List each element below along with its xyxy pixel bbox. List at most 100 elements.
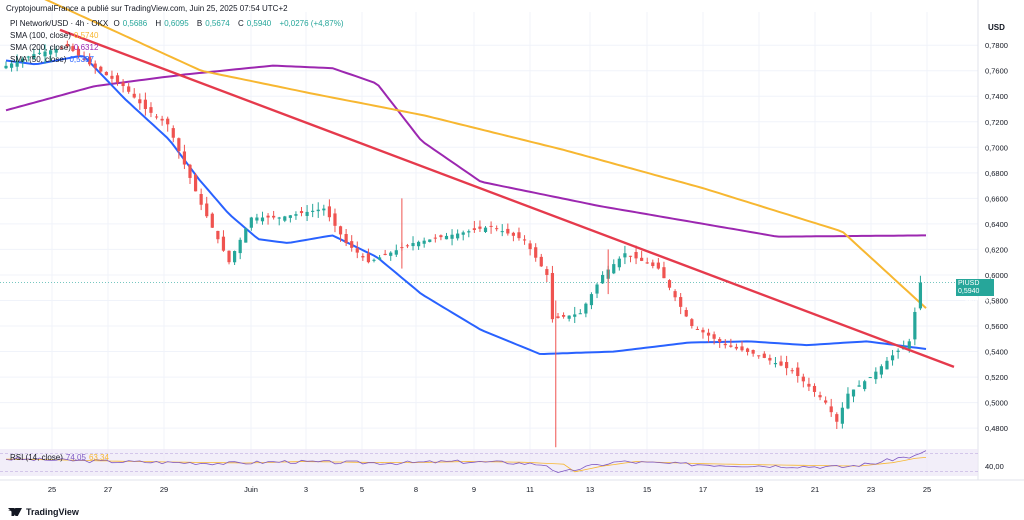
candle-body xyxy=(701,329,705,333)
candle-body xyxy=(32,54,36,59)
candle-body xyxy=(824,400,828,403)
x-tick-label: 23 xyxy=(867,485,875,494)
candle-body xyxy=(260,217,265,222)
candle-body xyxy=(294,214,298,216)
candle-body xyxy=(539,256,543,267)
candle-body xyxy=(338,226,343,235)
x-tick-label: 9 xyxy=(472,485,476,494)
candle-body xyxy=(645,262,649,264)
y-tick-label: 0,5000 xyxy=(985,399,1008,408)
y-tick-label: 0,6800 xyxy=(985,169,1008,178)
candle-body xyxy=(506,228,510,234)
x-tick-label: 21 xyxy=(811,485,819,494)
x-tick-label: 19 xyxy=(755,485,763,494)
ohlc-high: H 0,6095 xyxy=(155,19,189,28)
candle-body xyxy=(227,250,231,263)
candle-body xyxy=(601,274,605,284)
symbol-line: PI Network/USD · 4h · OKX xyxy=(10,19,109,28)
time-axis[interactable]: 25 27 29 Juin 3 5 8 9 11 13 15 17 19 21 23 25 xyxy=(48,485,931,494)
sma200-legend[interactable]: SMA (200, close) 0,6312 xyxy=(10,43,99,52)
candle-body xyxy=(277,217,281,219)
sma50-line xyxy=(5,55,927,356)
currency-label: USD xyxy=(988,23,1005,32)
candle-body xyxy=(461,232,465,235)
candle-body xyxy=(734,346,739,349)
candle-body xyxy=(522,239,527,241)
price-axis[interactable]: USD 0,7800 0,7600 0,7400 0,7200 0,7000 0,6800… xyxy=(985,23,1008,433)
tradingview-logo[interactable]: TradingView xyxy=(8,507,79,517)
candle-body xyxy=(840,407,844,424)
candle-body xyxy=(132,93,136,98)
candle-body xyxy=(238,239,242,254)
candle-body xyxy=(138,99,142,104)
candle-body xyxy=(288,215,292,218)
candle-body xyxy=(333,213,337,226)
candle-body xyxy=(166,118,170,125)
sma100-legend[interactable]: SMA (100, close) 0,5740 xyxy=(10,31,99,40)
x-tick-label: 27 xyxy=(104,485,112,494)
y-tick-label: 0,7200 xyxy=(985,118,1008,127)
last-price-badge: PIUSD 0,5940 02:05:22 xyxy=(956,279,994,303)
candle-body xyxy=(913,311,917,340)
candle-body xyxy=(863,381,867,390)
candle-body xyxy=(718,339,722,342)
candle-body xyxy=(316,209,320,212)
x-tick-label: 17 xyxy=(699,485,707,494)
candle-body xyxy=(82,58,86,60)
candle-body xyxy=(656,262,660,269)
candle-body xyxy=(483,227,488,232)
sma50-legend[interactable]: SMA (50, close) 0,5337 xyxy=(10,55,94,64)
candle-body xyxy=(54,49,58,53)
candle-body xyxy=(612,264,616,274)
candle-body xyxy=(857,385,861,387)
candle-body xyxy=(60,47,64,49)
candle-body xyxy=(467,231,471,233)
y-tick-label: 0,6200 xyxy=(985,245,1008,254)
y-tick-label: 0,5600 xyxy=(985,322,1008,331)
tradingview-logo-icon xyxy=(8,508,22,516)
candle-body xyxy=(623,253,627,258)
candle-body xyxy=(37,52,42,54)
candle-body xyxy=(182,151,187,165)
candle-body xyxy=(411,243,415,247)
rsi-panel: 40,00 xyxy=(0,450,1004,473)
candle-body xyxy=(49,50,53,55)
candle-body xyxy=(322,208,326,211)
candle-body xyxy=(121,82,125,87)
candle-body xyxy=(433,237,437,239)
y-tick-label: 0,7600 xyxy=(985,67,1008,76)
candle-body xyxy=(673,291,677,298)
trendline-segment xyxy=(59,28,955,368)
trendline[interactable] xyxy=(59,28,955,368)
candle-body xyxy=(723,343,727,346)
x-tick-label: 15 xyxy=(643,485,651,494)
candle-body xyxy=(43,51,47,57)
x-tick-label: 5 xyxy=(360,485,364,494)
candle-body xyxy=(829,406,833,413)
candle-body xyxy=(517,232,521,239)
candle-body xyxy=(851,389,856,397)
candle-body xyxy=(244,228,248,243)
candle-body xyxy=(177,138,181,152)
candle-body xyxy=(768,357,772,361)
rsi-legend[interactable]: RSI (14, close) 74,05 63,34 xyxy=(10,453,109,462)
candle-body xyxy=(550,273,555,320)
candle-body xyxy=(495,228,499,230)
candle-body xyxy=(143,99,147,110)
candle-body xyxy=(311,210,315,212)
candle-body xyxy=(4,65,8,69)
y-tick-label: 0,6600 xyxy=(985,194,1008,203)
candle-body xyxy=(651,262,655,267)
candle-body xyxy=(578,313,582,315)
candle-body xyxy=(193,174,198,192)
candle-body xyxy=(99,66,103,72)
candle-body xyxy=(818,395,822,398)
candle-body xyxy=(149,107,153,113)
candle-body xyxy=(450,234,454,239)
candle-body xyxy=(26,56,30,58)
candle-body xyxy=(439,235,443,238)
candle-body xyxy=(634,252,638,259)
candle-body xyxy=(21,58,25,62)
candle-body xyxy=(556,316,560,318)
